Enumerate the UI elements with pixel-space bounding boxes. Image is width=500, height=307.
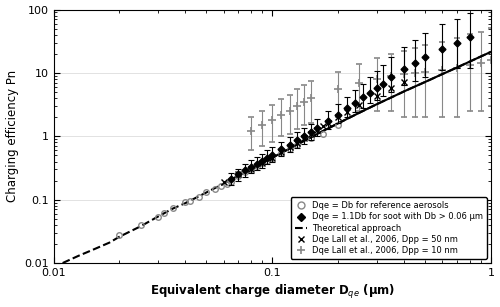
Y-axis label: Charging efficiency Pn: Charging efficiency Pn (6, 70, 18, 202)
X-axis label: Equivalent charge diameter D$_{qe}$ (μm): Equivalent charge diameter D$_{qe}$ (μm) (150, 283, 395, 301)
Legend: Dqe = Db for reference aerosols, Dqe = 1.1Db for soot with Db > 0.06 μm, Theoret: Dqe = Db for reference aerosols, Dqe = 1… (291, 197, 487, 259)
